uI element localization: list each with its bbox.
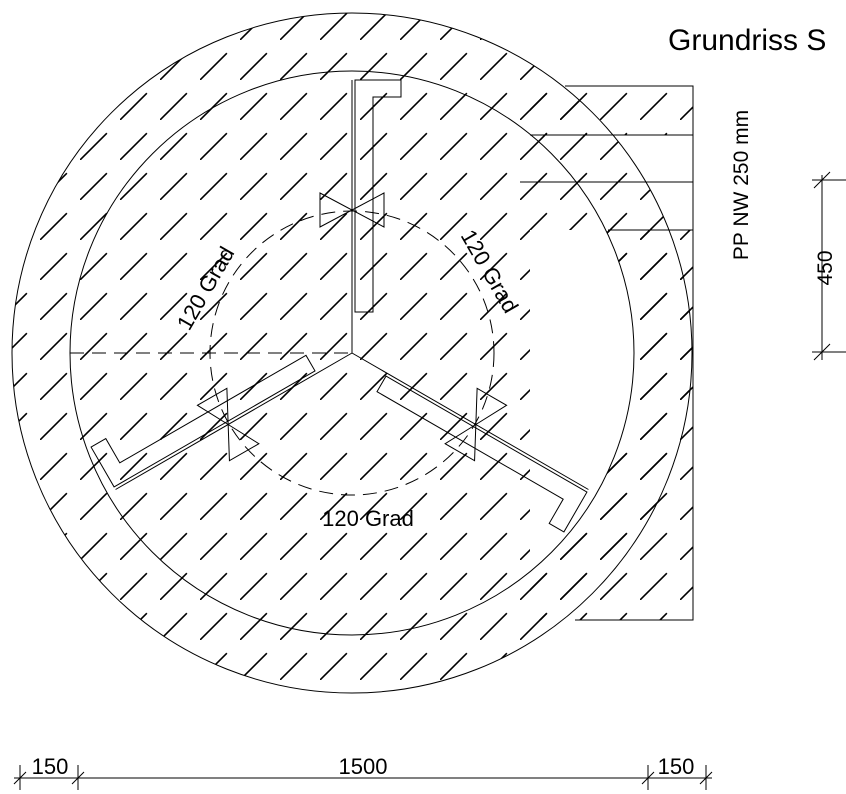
angle-label: 120 Grad xyxy=(322,506,414,531)
pipe-label: PP NW 250 mm xyxy=(730,110,753,260)
title: Grundriss S xyxy=(668,24,826,57)
dim-label: 150 xyxy=(658,754,695,779)
wall-block xyxy=(69,71,693,636)
pipe xyxy=(520,134,693,231)
dim-label: 1500 xyxy=(339,754,388,779)
outer-circle xyxy=(11,12,693,694)
dim-label: 150 xyxy=(32,754,69,779)
dim-line xyxy=(812,171,846,361)
dim-label: 450 xyxy=(814,250,837,285)
dim-line xyxy=(13,765,713,790)
block-outline xyxy=(565,85,694,621)
